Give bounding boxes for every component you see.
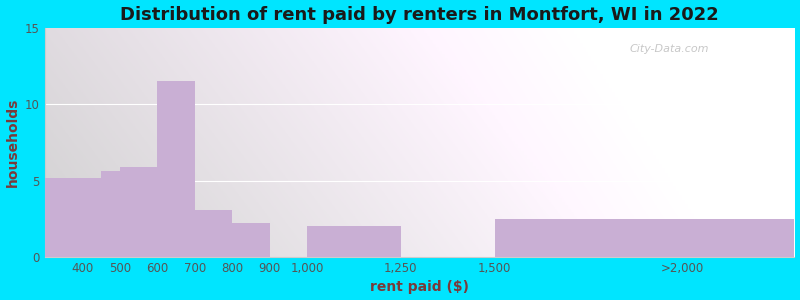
Bar — [232, 224, 270, 257]
Bar — [494, 219, 682, 257]
Bar — [45, 178, 101, 257]
X-axis label: rent paid ($): rent paid ($) — [370, 280, 469, 294]
Bar — [158, 81, 194, 257]
Bar — [194, 210, 232, 257]
Title: Distribution of rent paid by renters in Montfort, WI in 2022: Distribution of rent paid by renters in … — [120, 6, 719, 24]
Bar — [307, 226, 401, 257]
Text: City-Data.com: City-Data.com — [630, 44, 709, 54]
Bar — [120, 167, 158, 257]
Bar — [101, 172, 120, 257]
Bar — [682, 219, 794, 257]
Y-axis label: households: households — [6, 98, 19, 187]
